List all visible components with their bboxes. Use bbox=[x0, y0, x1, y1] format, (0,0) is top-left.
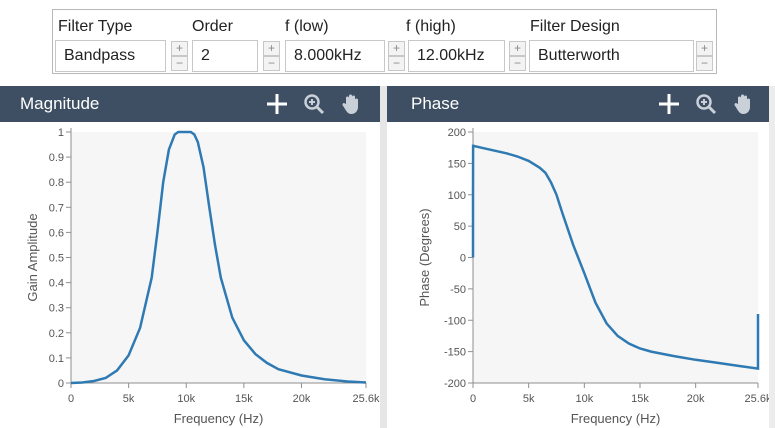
x-axis-title: Frequency (Hz) bbox=[174, 411, 264, 426]
order-decrement-button[interactable]: − bbox=[263, 56, 280, 71]
y-tick-label: 100 bbox=[448, 190, 466, 202]
filter-type-increment-button[interactable]: + bbox=[171, 41, 188, 56]
y-tick-label: 0.6 bbox=[49, 227, 64, 239]
x-tick-label: 15k bbox=[631, 393, 649, 405]
y-tick-label: 0.8 bbox=[49, 177, 64, 189]
filter-design-field[interactable]: Butterworth bbox=[529, 40, 694, 72]
f-high-field[interactable]: 12.00kHz bbox=[408, 40, 505, 72]
x-tick-label: 20k bbox=[687, 393, 705, 405]
x-axis-title: Frequency (Hz) bbox=[571, 411, 661, 426]
x-tick-label: 15k bbox=[235, 393, 253, 405]
header-f-high: f (high) bbox=[406, 18, 456, 35]
y-tick-label: 50 bbox=[454, 221, 466, 233]
x-tick-label: 5k bbox=[123, 393, 135, 405]
panel-divider[interactable] bbox=[380, 86, 387, 428]
x-tick-label: 0 bbox=[68, 393, 74, 405]
pan-hand-icon[interactable] bbox=[339, 92, 363, 116]
y-tick-label: 0.7 bbox=[49, 202, 64, 214]
y-axis-title: Phase (Degrees) bbox=[417, 208, 432, 306]
magnitude-panel-header: Magnitude bbox=[0, 86, 380, 122]
magnitude-panel: Magnitude 0 0.1 0.2 0.3 0.4 0.5 0.6 0.7 0.8 0.9 1 0… bbox=[0, 86, 380, 428]
plot-area bbox=[473, 132, 758, 383]
x-tick-label: 25.6k bbox=[353, 393, 380, 405]
x-tick-label: 20k bbox=[293, 393, 311, 405]
pan-hand-icon[interactable] bbox=[731, 92, 755, 116]
y-tick-label: -50 bbox=[450, 284, 466, 296]
y-tick-label: -100 bbox=[444, 315, 466, 327]
y-tick-label: 0 bbox=[58, 378, 64, 390]
crosshair-icon[interactable] bbox=[265, 92, 289, 116]
phase-chart: -200 -150 -100 -50 0 50 100 150 200 0 5k 10k 15k 20k 2… bbox=[417, 127, 769, 426]
phase-panel: Phase -200 -150 -100 -50 0 50 100 150 200 0 5k 10k 1… bbox=[387, 86, 769, 428]
y-axis-title: Gain Amplitude bbox=[25, 213, 40, 301]
y-tick-label: -200 bbox=[444, 378, 466, 390]
f-low-decrement-button[interactable]: − bbox=[388, 56, 405, 71]
phase-panel-title: Phase bbox=[411, 94, 460, 113]
f-low-field[interactable]: 8.000kHz bbox=[285, 40, 385, 72]
f-high-increment-button[interactable]: + bbox=[509, 41, 526, 56]
y-tick-label: 0.3 bbox=[49, 303, 64, 315]
header-f-low: f (low) bbox=[285, 18, 329, 35]
order-field[interactable]: 2 bbox=[192, 40, 258, 72]
filter-type-decrement-button[interactable]: − bbox=[171, 56, 188, 71]
f-high-stepper[interactable]: + − bbox=[509, 40, 526, 72]
series-line bbox=[70, 130, 367, 385]
y-tick-label: 150 bbox=[448, 158, 466, 170]
phase-panel-header: Phase bbox=[387, 86, 769, 122]
filter-design-decrement-button[interactable]: − bbox=[696, 56, 713, 71]
zoom-icon[interactable] bbox=[694, 92, 718, 116]
y-tick-label: 0.4 bbox=[49, 278, 64, 290]
y-tick-label: 0 bbox=[460, 253, 466, 265]
order-value: 2 bbox=[201, 47, 210, 64]
filter-type-field[interactable]: Bandpass bbox=[55, 40, 166, 72]
x-tick-label: 0 bbox=[470, 393, 476, 405]
f-low-stepper[interactable]: + − bbox=[388, 40, 405, 72]
y-tick-label: 0.5 bbox=[49, 253, 64, 265]
header-filter-type: Filter Type bbox=[58, 18, 133, 35]
magnitude-panel-title: Magnitude bbox=[20, 94, 100, 113]
f-high-value: 12.00kHz bbox=[417, 47, 485, 64]
filter-design-increment-button[interactable]: + bbox=[696, 41, 713, 56]
y-tick-label: 0.2 bbox=[49, 328, 64, 340]
y-tick-label: 200 bbox=[448, 127, 466, 139]
x-tick-label: 10k bbox=[177, 393, 195, 405]
y-tick-label: 0.1 bbox=[49, 353, 64, 365]
x-tick-label: 25.6k bbox=[745, 393, 769, 405]
y-tick-label: 1 bbox=[58, 127, 64, 139]
filter-type-value: Bandpass bbox=[64, 47, 136, 64]
f-high-decrement-button[interactable]: − bbox=[509, 56, 526, 71]
magnitude-chart: 0 0.1 0.2 0.3 0.4 0.5 0.6 0.7 0.8 0.9 1 0 5k 10k 15k 20… bbox=[25, 127, 380, 426]
x-tick-label: 10k bbox=[575, 393, 593, 405]
y-tick-label: 0.9 bbox=[49, 152, 64, 164]
series-line bbox=[471, 144, 760, 371]
filter-settings-table: Filter Type Order f (low) f (high) Filte… bbox=[52, 9, 717, 74]
order-increment-button[interactable]: + bbox=[263, 41, 280, 56]
f-low-value: 8.000kHz bbox=[294, 47, 362, 64]
x-tick-label: 5k bbox=[523, 393, 535, 405]
y-tick-label: -150 bbox=[444, 347, 466, 359]
order-stepper[interactable]: + − bbox=[263, 40, 280, 72]
scrollbar-edge[interactable] bbox=[769, 86, 775, 428]
filter-design-stepper[interactable]: + − bbox=[696, 40, 713, 72]
filter-design-value: Butterworth bbox=[538, 47, 620, 64]
filter-type-stepper[interactable]: + − bbox=[171, 40, 188, 72]
crosshair-icon[interactable] bbox=[657, 92, 681, 116]
f-low-increment-button[interactable]: + bbox=[388, 41, 405, 56]
header-order: Order bbox=[192, 18, 233, 35]
header-filter-design: Filter Design bbox=[530, 18, 620, 35]
zoom-icon[interactable] bbox=[302, 92, 326, 116]
